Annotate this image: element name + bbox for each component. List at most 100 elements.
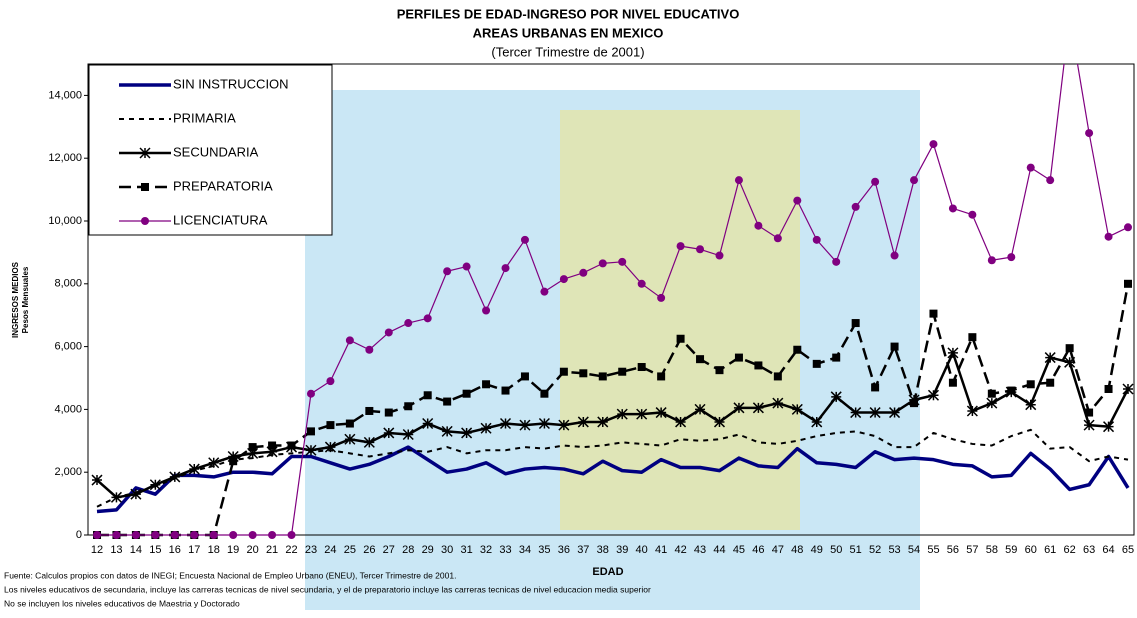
marker: [540, 389, 549, 398]
marker: [655, 407, 667, 419]
x-tick-label: 17: [188, 544, 200, 556]
x-tick-label: 35: [538, 544, 550, 556]
marker: [889, 407, 901, 419]
x-tick-label: 12: [91, 544, 103, 556]
marker: [773, 234, 782, 243]
x-tick-label: 29: [422, 544, 434, 556]
x-tick-label: 63: [1083, 544, 1095, 556]
marker: [1007, 386, 1016, 395]
y-tick-label: 0: [76, 529, 82, 541]
marker: [1026, 380, 1035, 389]
marker: [579, 369, 588, 378]
marker: [326, 421, 335, 430]
x-tick-label: 37: [577, 544, 589, 556]
marker: [772, 397, 784, 409]
marker: [696, 355, 705, 364]
x-tick-label: 28: [402, 544, 414, 556]
marker: [443, 397, 452, 406]
x-tick-label: 15: [149, 544, 161, 556]
marker: [986, 397, 998, 409]
y-tick-label: 12,000: [48, 152, 82, 164]
marker: [675, 416, 687, 428]
marker: [987, 256, 996, 265]
marker: [773, 372, 782, 381]
watermark-figure: [560, 110, 800, 530]
marker: [850, 407, 862, 419]
x-tick-label: 20: [246, 544, 258, 556]
marker: [141, 183, 149, 191]
marker: [139, 147, 151, 159]
marker: [754, 221, 763, 230]
x-tick-label: 54: [908, 544, 920, 556]
y-tick-label: 2,000: [54, 466, 82, 478]
marker: [112, 531, 121, 539]
x-tick-label: 36: [558, 544, 570, 556]
marker: [636, 408, 648, 420]
marker: [188, 463, 200, 475]
marker: [733, 402, 745, 414]
marker: [871, 383, 880, 392]
marker: [616, 408, 628, 420]
footnote: Fuente: Calculos propios con datos de IN…: [4, 570, 456, 580]
footnote: No se incluyen los niveles educativos de…: [4, 598, 240, 608]
series-line: [97, 283, 1130, 537]
marker: [130, 488, 142, 500]
marker: [1122, 383, 1134, 395]
x-tick-label: 46: [752, 544, 764, 556]
marker: [540, 287, 549, 296]
marker: [482, 380, 491, 389]
marker: [248, 531, 257, 539]
marker: [266, 446, 278, 458]
marker: [559, 367, 568, 376]
marker: [1124, 223, 1132, 232]
marker: [929, 309, 938, 318]
x-tick-label: 64: [1102, 544, 1114, 556]
y-tick-label: 14,000: [48, 89, 82, 101]
marker: [715, 251, 724, 260]
marker: [480, 422, 492, 434]
marker: [305, 444, 317, 456]
x-tick-label: 45: [733, 544, 745, 556]
marker: [947, 347, 959, 359]
marker: [966, 405, 978, 417]
chart-period: (Tercer Trimestre de 2001): [491, 44, 644, 59]
marker: [715, 366, 724, 375]
marker: [1025, 399, 1037, 411]
marker: [190, 531, 199, 539]
marker: [579, 268, 588, 277]
x-tick-label: 58: [986, 544, 998, 556]
marker: [151, 531, 160, 539]
x-axis-label: EDAD: [592, 566, 623, 578]
x-tick-label: 33: [499, 544, 511, 556]
marker: [987, 389, 996, 398]
x-tick-label: 38: [597, 544, 609, 556]
marker: [968, 210, 977, 219]
marker: [713, 416, 726, 428]
x-tick-label: 34: [519, 544, 531, 556]
marker: [577, 416, 589, 428]
x-tick-label: 48: [791, 544, 803, 556]
marker: [754, 361, 763, 370]
marker: [404, 319, 413, 328]
marker: [948, 204, 957, 213]
marker: [268, 441, 277, 450]
marker: [1104, 384, 1113, 393]
x-tick-label: 27: [383, 544, 395, 556]
legend: SIN INSTRUCCION PRIMARIA SECUNDARIA PREPARA…: [88, 64, 333, 236]
x-tick-label: 61: [1044, 544, 1056, 556]
x-tick-label: 51: [850, 544, 862, 556]
marker: [499, 417, 512, 430]
marker: [345, 419, 354, 428]
chart-title: PERFILES DE EDAD-INGRESO POR NIVEL EDUCA…: [397, 6, 740, 21]
marker: [1104, 232, 1113, 241]
marker: [306, 427, 315, 436]
x-tick-label: 49: [811, 544, 823, 556]
x-tick-label: 47: [772, 544, 784, 556]
x-tick-label: 50: [830, 544, 842, 556]
marker: [1065, 344, 1074, 353]
marker: [248, 443, 257, 452]
series-line: [96, 445, 1130, 514]
marker: [422, 417, 434, 430]
marker: [598, 372, 607, 381]
